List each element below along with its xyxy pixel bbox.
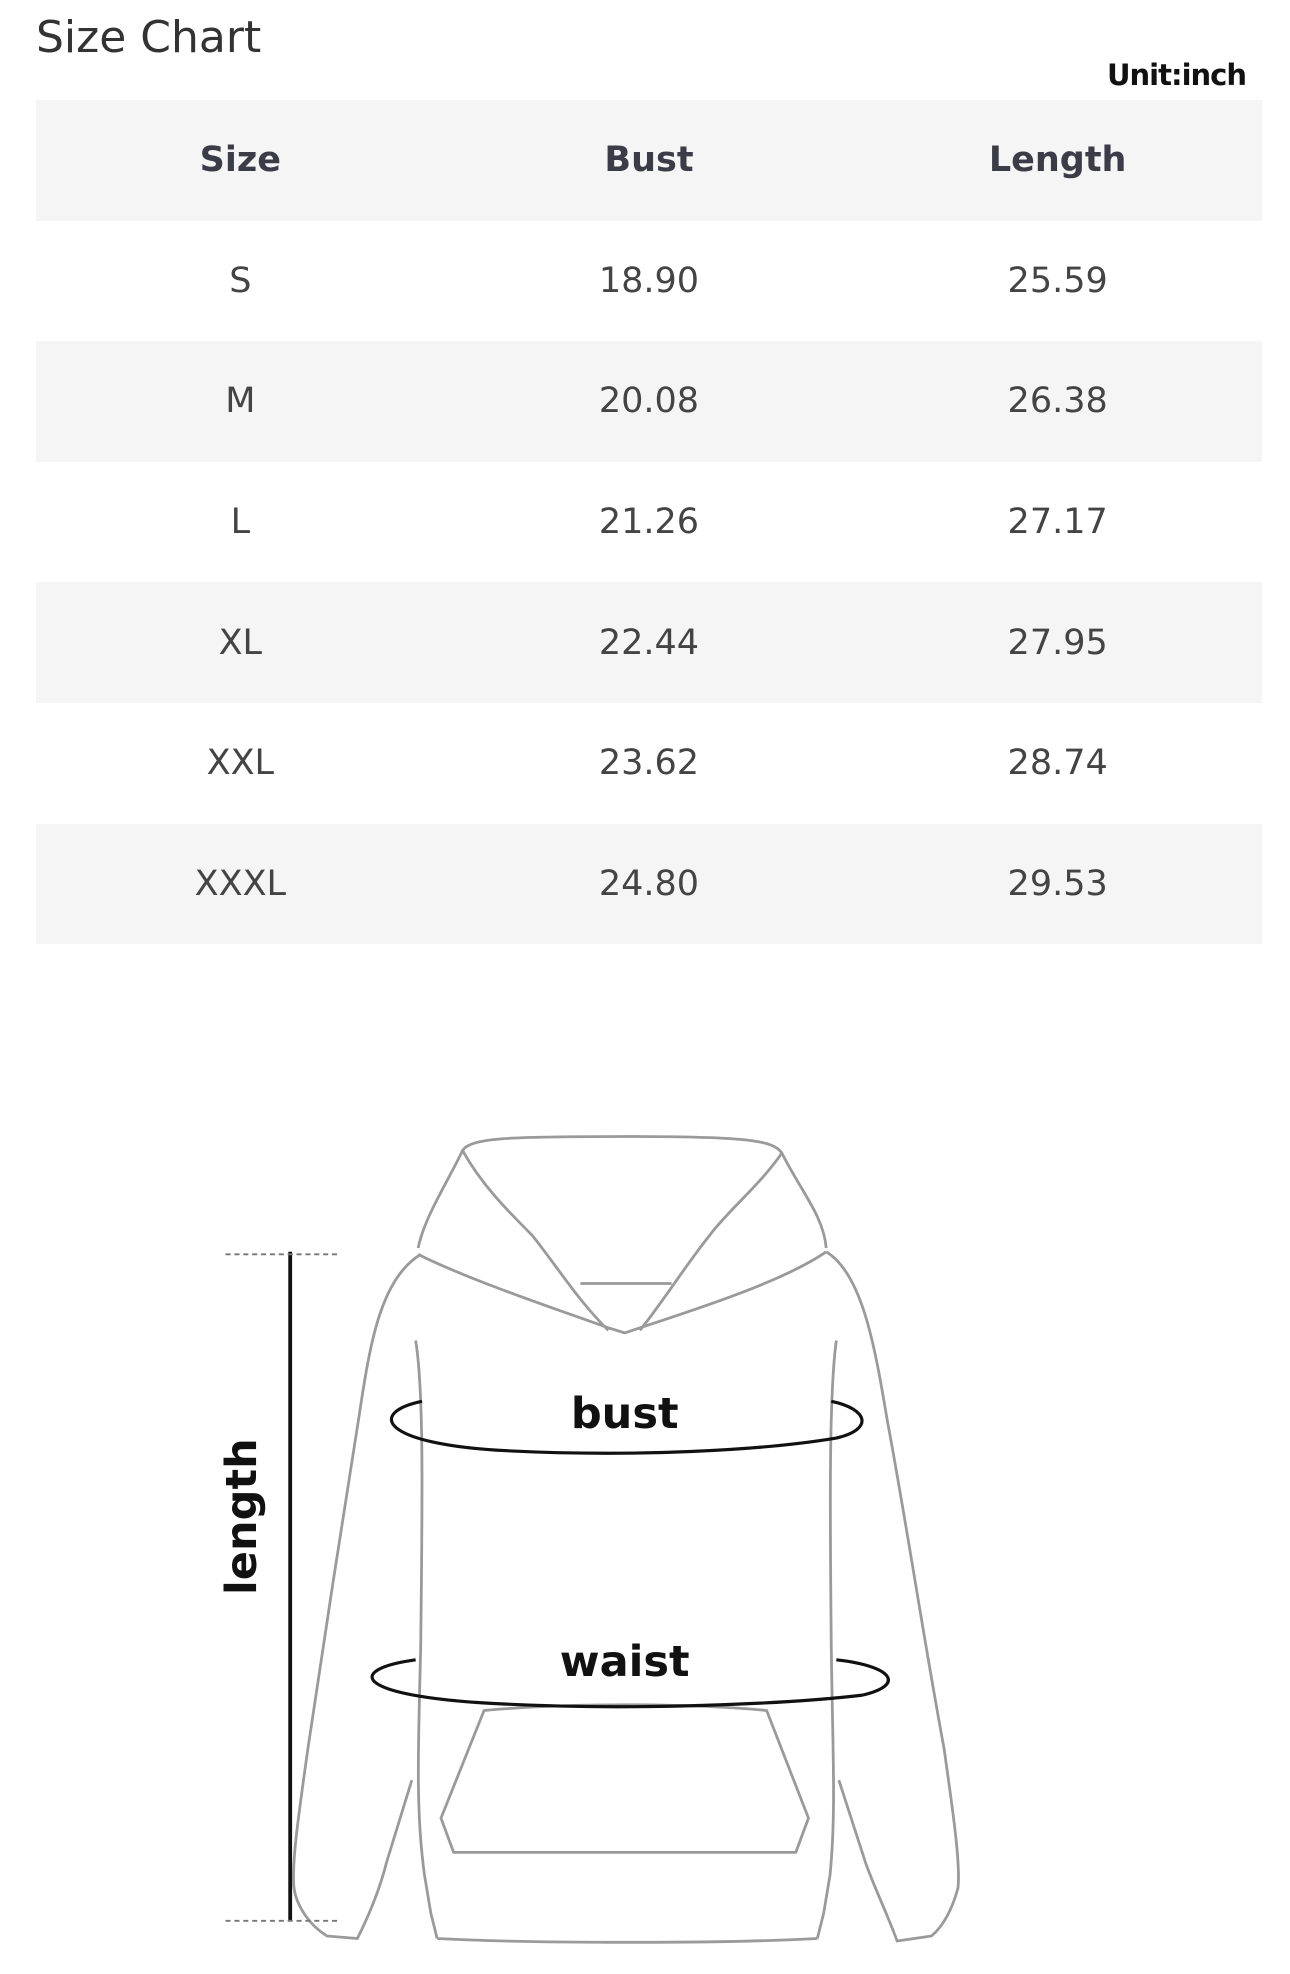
cell-length: 26.38 (1007, 381, 1108, 422)
cell-bust: 18.90 (598, 260, 700, 301)
table-header-row: Size Bust Length (36, 100, 1262, 221)
cell-length: 27.17 (1007, 502, 1108, 543)
measurement-lines (288, 1251, 890, 1921)
cell-length: 27.95 (1007, 622, 1108, 663)
table-row: S 18.90 25.59 (36, 221, 1262, 342)
cell-bust: 21.26 (598, 502, 700, 543)
table-row: XXL 23.62 28.74 (36, 703, 1262, 824)
column-header-length: Length (988, 140, 1127, 181)
waist-label: waist (560, 1637, 690, 1687)
hoodie-outline (292, 1135, 960, 1944)
cell-size: XL (218, 622, 263, 663)
bust-label: bust (571, 1389, 679, 1439)
table-row: L 21.26 27.17 (36, 462, 1262, 583)
bust-ellipse (390, 1399, 864, 1455)
table-row: XXXL 24.80 29.53 (36, 823, 1262, 945)
waist-ellipse (370, 1658, 890, 1709)
cell-length: 28.74 (1007, 743, 1108, 784)
cell-bust: 22.44 (598, 622, 700, 663)
cell-length: 25.59 (1007, 260, 1108, 301)
cell-length: 29.53 (1007, 863, 1108, 904)
cell-size: L (230, 502, 251, 543)
cell-size: M (225, 381, 256, 422)
length-guides (225, 1253, 340, 1922)
column-header-bust: Bust (604, 140, 694, 181)
length-label: length (217, 1438, 267, 1595)
cell-bust: 23.62 (598, 743, 700, 784)
table-row: M 20.08 26.38 (36, 341, 1262, 462)
cell-size: XXL (206, 743, 275, 784)
size-table: Size Bust Length S 18.90 25.59 M 20.08 26.38… (36, 100, 1262, 945)
cell-size: XXXL (194, 863, 287, 904)
cell-bust: 24.80 (598, 863, 700, 904)
table-row: XL 22.44 27.95 (36, 582, 1262, 703)
page-title: Size Chart (36, 12, 262, 63)
cell-bust: 20.08 (598, 381, 700, 422)
cell-size: S (229, 260, 252, 301)
column-header-size: Size (199, 140, 281, 181)
unit-label: Unit:inch (1106, 58, 1247, 92)
